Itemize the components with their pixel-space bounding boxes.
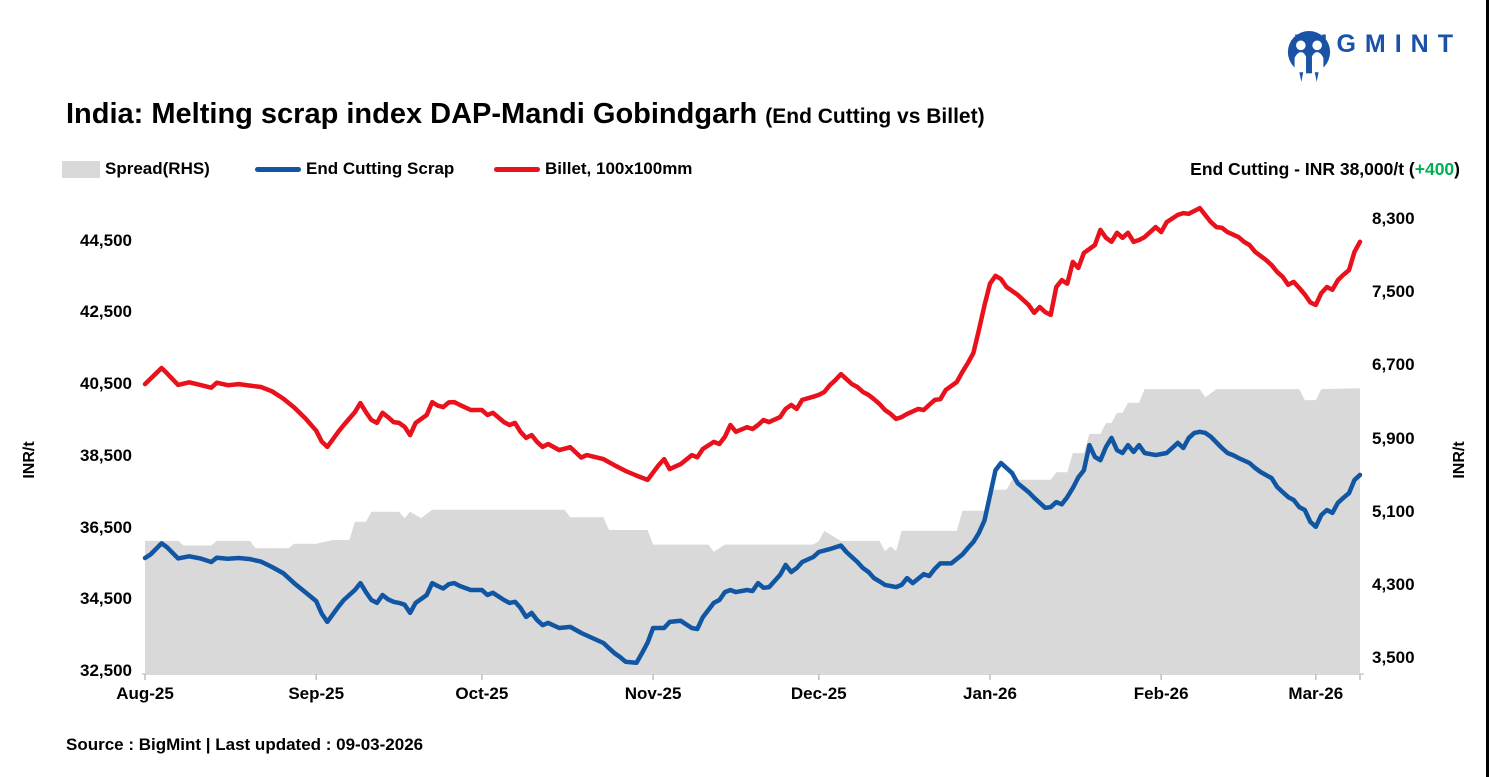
right-axis-tick-label: 5,100	[1372, 501, 1415, 521]
left-axis-tick-label: 42,500	[80, 302, 132, 322]
left-axis-tick-label: 38,500	[80, 445, 132, 465]
x-axis-tick-label: Feb-26	[1133, 684, 1189, 703]
right-axis-tick-label: 6,700	[1372, 355, 1415, 375]
right-axis-tick-label: 8,300	[1372, 209, 1415, 228]
end-cutting-scrap-series	[142, 429, 1363, 666]
legend-label-spread: Spread(RHS)	[105, 159, 210, 178]
bigmint-logo: BIGMINT	[1285, 30, 1462, 82]
x-axis-tick-label: Sep-25	[288, 684, 345, 703]
legend-label-end-cutting: End Cutting Scrap	[306, 159, 455, 178]
left-axis-title: INR/t	[21, 441, 38, 479]
latest-price-annotation: End Cutting - INR 38,000/t (+400)	[1190, 159, 1460, 179]
left-axis-tick-label: 34,500	[80, 589, 132, 609]
image-right-border	[1486, 0, 1489, 777]
x-axis-tick-label: Nov-25	[624, 684, 682, 703]
legend-item-end-cutting: End Cutting Scrap	[255, 158, 454, 180]
legend-label-billet: Billet, 100x100mm	[545, 159, 693, 178]
chart-title-suffix: (End Cutting vs Billet)	[765, 105, 985, 128]
price-delta: +400	[1414, 159, 1455, 179]
right-axis-tick-label: 7,500	[1372, 282, 1415, 302]
left-axis-tick-label: 40,500	[80, 374, 132, 394]
x-axis-tick-label: Oct-25	[455, 684, 509, 703]
x-axis-tick-label: Aug-25	[116, 684, 174, 703]
legend-item-billet: Billet, 100x100mm	[494, 158, 692, 180]
spread-area-series	[145, 388, 1360, 674]
source-note: Source : BigMint | Last updated : 09-03-…	[66, 735, 424, 754]
left-axis-tick-label: 44,500	[80, 230, 132, 250]
x-axis-tick-label: Mar-26	[1288, 684, 1344, 703]
right-axis-title: INR/t	[1451, 441, 1468, 479]
left-axis-tick-label: 36,500	[80, 517, 132, 537]
billet-series	[142, 205, 1363, 483]
right-axis-tick-label: 4,300	[1372, 574, 1415, 594]
chart-title: India: Melting scrap index DAP-Mandi Gob…	[66, 98, 985, 131]
spread-area-swatch	[62, 160, 100, 178]
chart-title-main: India: Melting scrap index DAP-Mandi Gob…	[66, 98, 758, 130]
right-axis-tick-label: 3,500	[1372, 648, 1415, 667]
right-axis-tick-label: 5,900	[1372, 428, 1415, 448]
end-cutting-line-swatch	[255, 166, 301, 172]
billet-line-swatch	[494, 166, 540, 172]
legend-item-spread: Spread(RHS)	[62, 158, 210, 180]
left-axis-tick-label: 32,500	[80, 661, 132, 680]
x-axis-tick-label: Dec-25	[790, 684, 847, 703]
x-axis-tick-label: Jan-26	[963, 684, 1017, 703]
